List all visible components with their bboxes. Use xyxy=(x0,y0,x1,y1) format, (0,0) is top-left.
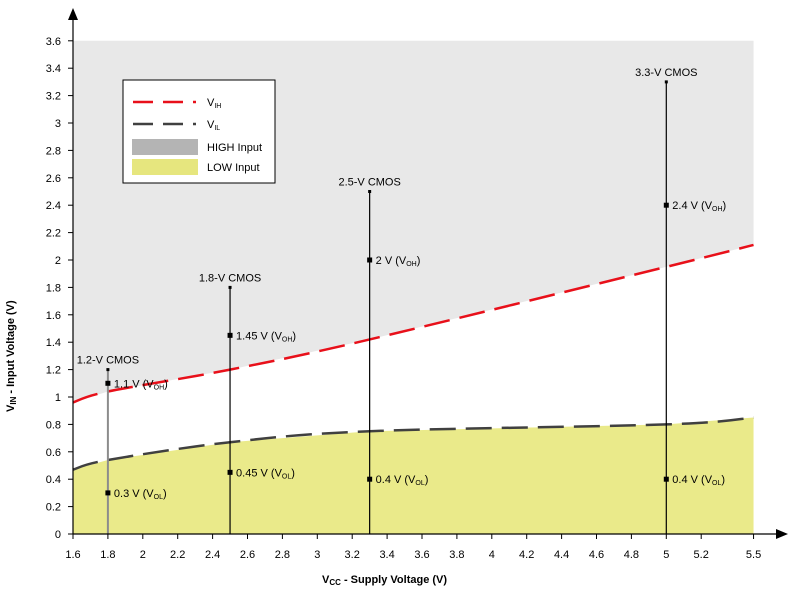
x-tick-label: 1.8 xyxy=(100,549,115,561)
y-axis-title-sub: IN xyxy=(9,396,18,404)
x-tick-label: 5.2 xyxy=(694,549,709,561)
standard-point-0-1 xyxy=(105,490,111,496)
standard-point-label-2-0: 2 V (VOH) xyxy=(376,255,421,268)
x-tick-label: 2.8 xyxy=(275,549,290,561)
x-tick-label: 4.2 xyxy=(519,549,534,561)
y-tick-label: 3.4 xyxy=(46,63,61,75)
standard-point-3-1 xyxy=(663,476,669,482)
legend-high-swatch[interactable] xyxy=(132,139,198,155)
standard-point-0-0 xyxy=(105,380,111,386)
x-tick-label: 2 xyxy=(140,549,146,561)
y-axis-arrow xyxy=(68,8,78,20)
standard-point-1-0 xyxy=(227,332,233,338)
y-tick-label: 2 xyxy=(55,255,61,267)
x-tick-label: 3.8 xyxy=(449,549,464,561)
x-tick-label: 1.6 xyxy=(65,549,80,561)
y-axis-title-rest: - Input Voltage (V) xyxy=(5,300,17,397)
y-tick-label: 1.6 xyxy=(46,310,61,322)
legend-vil-label: VIL xyxy=(207,119,220,132)
standard-label-1: 1.8-V CMOS xyxy=(199,272,261,284)
y-tick-label: 1.2 xyxy=(46,365,61,377)
x-tick-label: 5 xyxy=(663,549,669,561)
y-tick-label: 0.8 xyxy=(46,419,61,431)
y-tick-label: 3.6 xyxy=(46,36,61,48)
x-tick-label: 4 xyxy=(489,549,495,561)
standards-layer: 1.2-V CMOS 1.1 V (VOH) 0.3 V (VOL) 1.8-V CM… xyxy=(77,67,726,534)
x-tick-label: 2.4 xyxy=(205,549,220,561)
x-tick-label: 2.2 xyxy=(170,549,185,561)
legend-low-swatch[interactable] xyxy=(132,159,198,175)
legend: VIH VIL HIGH Input LOW Input xyxy=(122,79,276,184)
y-tick-label: 1.4 xyxy=(46,337,61,349)
standard-point-2-0 xyxy=(367,257,373,263)
y-tick-label: 0.4 xyxy=(46,474,61,486)
y-tick-label: 2.4 xyxy=(46,200,61,212)
standard-top-marker-2 xyxy=(368,190,372,193)
y-tick-label: 1 xyxy=(55,392,61,404)
standard-top-marker-0 xyxy=(106,368,110,372)
x-axis-title-sub: CC xyxy=(329,578,341,587)
low-input-region xyxy=(73,417,754,534)
standard-label-2: 2.5-V CMOS xyxy=(338,177,400,189)
x-tick-label: 4.4 xyxy=(554,549,569,561)
y-tick-label: 2.2 xyxy=(46,228,61,240)
legend-high-label: HIGH Input xyxy=(207,142,262,154)
x-tick-label: 4.8 xyxy=(624,549,639,561)
x-axis-title-main: V xyxy=(322,574,330,586)
x-tick-label: 3.6 xyxy=(414,549,429,561)
standard-point-label-1-1: 0.45 V (VOL) xyxy=(236,467,295,480)
y-axis-title: VIN - Input Voltage (V) xyxy=(5,300,18,412)
y-tick-label: 0.6 xyxy=(46,447,61,459)
y-tick-label: 0 xyxy=(55,529,61,541)
y-axis-title-main: V xyxy=(5,404,17,412)
x-tick-label: 2.6 xyxy=(240,549,255,561)
standard-point-label-3-1: 0.4 V (VOL) xyxy=(672,474,725,487)
standard-point-label-2-1: 0.4 V (VOL) xyxy=(376,474,429,487)
standard-point-label-3-0: 2.4 V (VOH) xyxy=(672,200,726,213)
standard-top-marker-1 xyxy=(228,285,232,289)
ticks-layer: 1.6 1.8 2 2.2 2.4 2.6 2.8 3 3.2 3.4 3.6 3.8 4 4.2 4.4 4… xyxy=(46,36,761,561)
x-tick-label: 3 xyxy=(314,549,320,561)
standard-label-3: 3.3-V CMOS xyxy=(635,67,697,79)
x-tick-label: 3.2 xyxy=(345,549,360,561)
standard-label-0: 1.2-V CMOS xyxy=(77,355,139,367)
x-axis-arrow xyxy=(776,529,788,539)
standard-point-label-1-0: 1.45 V (VOH) xyxy=(236,330,296,343)
standard-point-2-1 xyxy=(367,476,373,482)
standard-point-1-1 xyxy=(227,469,233,475)
legend-low-label: LOW Input xyxy=(207,162,260,174)
y-tick-label: 2.6 xyxy=(46,173,61,185)
y-tick-label: 2.8 xyxy=(46,145,61,157)
y-tick-label: 3.2 xyxy=(46,91,61,103)
x-tick-label: 5.5 xyxy=(746,549,761,561)
x-axis-title: VCC - Supply Voltage (V) xyxy=(322,574,447,587)
standard-point-3-0 xyxy=(663,202,669,208)
standard-top-marker-3 xyxy=(664,80,668,84)
y-tick-label: 0.2 xyxy=(46,502,61,514)
x-tick-label: 3.4 xyxy=(379,549,394,561)
vih-series-line xyxy=(72,243,754,404)
y-tick-label: 1.8 xyxy=(46,282,61,294)
y-tick-label: 3 xyxy=(55,118,61,130)
x-axis-title-rest: - Supply Voltage (V) xyxy=(341,574,447,586)
legend-vih-label: VIH xyxy=(207,97,221,110)
standard-point-label-0-0: 1.1 V (VOH) xyxy=(114,378,168,391)
standard-point-label-0-1: 0.3 V (VOL) xyxy=(114,488,167,501)
axes-layer xyxy=(68,8,788,539)
x-tick-label: 4.6 xyxy=(589,549,604,561)
